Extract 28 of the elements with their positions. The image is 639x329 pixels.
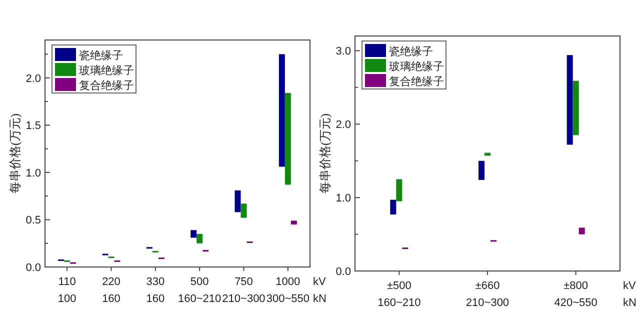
y-axis-title: 每串价格(万元) [318, 114, 332, 194]
legend-label: 瓷绝缘子 [389, 45, 433, 58]
x-tick-label: ±660 210~300 [466, 280, 510, 309]
legend-label: 玻璃绝缘子 [79, 64, 134, 77]
y-tick-label: 0.0 [336, 266, 351, 278]
x-axis-title: kV kN [623, 280, 636, 309]
x-tick-label: ±800 420~550 [554, 280, 598, 309]
x-tick-label: ±500 160~210 [378, 280, 421, 309]
x-tick-label: 750 210~300 [222, 276, 266, 305]
y-tick-label: 1.0 [26, 167, 41, 180]
legend-label: 复合绝缘子 [79, 79, 134, 92]
y-tick-label: 2.0 [26, 72, 41, 85]
y-tick-label: 0.5 [26, 214, 41, 227]
x-tick-label: 1000 300~550 [266, 276, 310, 305]
x-axis-title: kV kN [313, 276, 326, 305]
legend-label: 复合绝缘子 [389, 75, 444, 88]
legend-label: 玻璃绝缘子 [389, 60, 444, 73]
y-tick-label: 0.0 [26, 262, 41, 274]
x-tick-label: 330 160 [146, 276, 165, 305]
x-tick-label: 220 160 [102, 276, 120, 305]
y-axis-title: 每串价格(万元) [8, 114, 22, 194]
x-tick-label: 500 160~210 [178, 276, 222, 305]
legend-label: 瓷绝缘子 [79, 49, 123, 62]
y-tick-label: 3.0 [336, 46, 351, 58]
x-tick-label: 110 100 [58, 276, 76, 305]
y-tick-label: 1.5 [26, 120, 41, 132]
y-tick-label: 1.0 [336, 192, 351, 205]
y-tick-label: 2.0 [336, 119, 351, 132]
